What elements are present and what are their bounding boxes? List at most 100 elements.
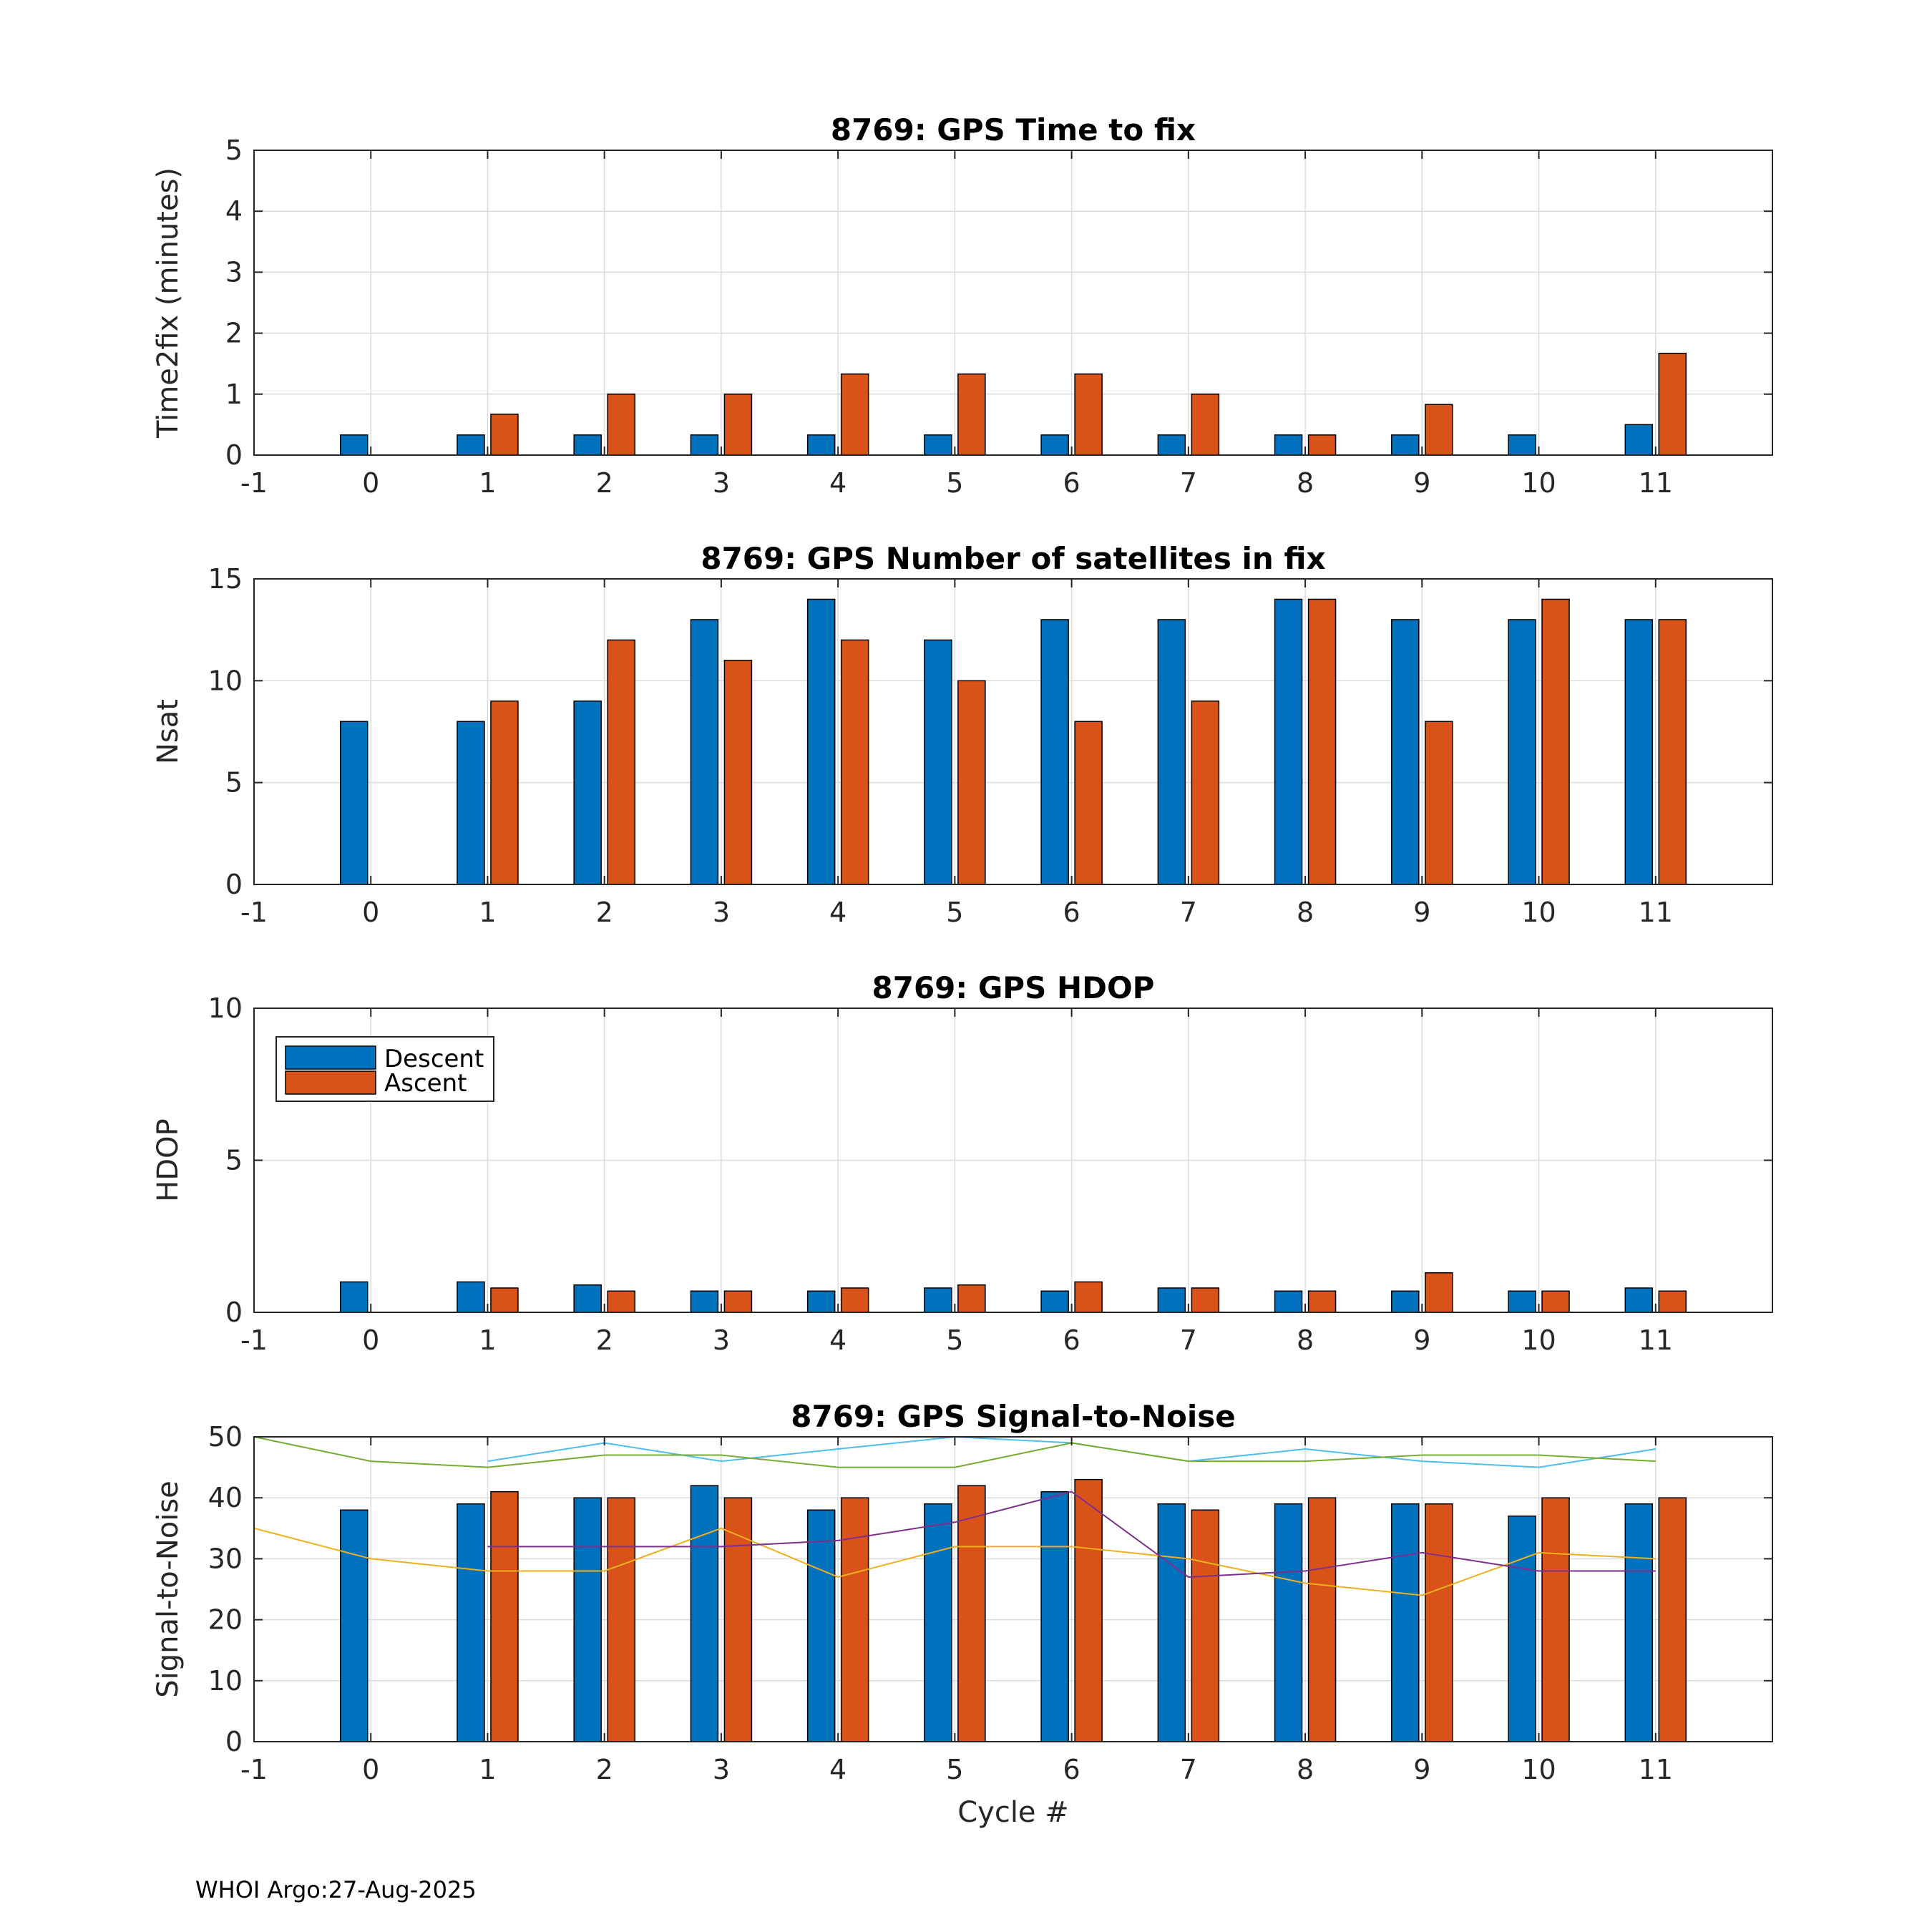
bar-descent-cycle-1 [457, 721, 485, 885]
bar-ascent-cycle-2 [607, 1497, 635, 1742]
x-tick-label: 9 [1413, 897, 1430, 928]
y-axis-label: Time2fix (minutes) [152, 167, 185, 439]
bar-ascent-cycle-4 [840, 639, 869, 885]
y-tick-label: 50 [208, 1421, 243, 1453]
x-tick-label: 10 [1521, 467, 1556, 499]
axes-frame [253, 578, 1773, 885]
x-tick-label: 5 [946, 467, 963, 499]
bar-ascent-cycle-9 [1425, 721, 1453, 885]
bar-descent-cycle-6 [1040, 619, 1069, 885]
y-tick-label: 10 [208, 665, 243, 696]
x-tick-label: 11 [1639, 1324, 1673, 1356]
y-tick-label: 0 [225, 1726, 243, 1757]
legend-label-ascent: Ascent [384, 1069, 467, 1098]
x-tick-label: -1 [240, 1754, 268, 1785]
bar-descent-cycle-2 [573, 701, 602, 885]
bar-ascent-cycle-8 [1307, 598, 1337, 885]
axes-frame [253, 1436, 1773, 1742]
footer-note: WHOI Argo:27-Aug-2025 [195, 1876, 477, 1903]
bar-descent-cycle-4 [806, 1290, 836, 1313]
bar-ascent-cycle-3 [723, 394, 753, 456]
x-tick-label: 7 [1180, 897, 1197, 928]
y-tick-label: 10 [208, 992, 243, 1024]
bar-descent-cycle-11 [1624, 1503, 1654, 1742]
bar-ascent-cycle-9 [1425, 1503, 1453, 1742]
bar-descent-cycle-10 [1508, 1516, 1536, 1742]
x-tick-label: 10 [1521, 897, 1556, 928]
bar-descent-cycle-2 [573, 1284, 602, 1313]
bar-descent-cycle-11 [1624, 619, 1654, 885]
y-tick-label: 4 [225, 195, 243, 227]
x-tick-label: 11 [1639, 1754, 1673, 1785]
bar-ascent-cycle-3 [723, 1497, 753, 1742]
x-tick-label: 6 [1063, 1754, 1080, 1785]
y-tick-label: 40 [208, 1482, 243, 1513]
bar-descent-cycle-0 [339, 1509, 369, 1742]
bar-ascent-cycle-2 [607, 1290, 635, 1313]
bar-descent-cycle-10 [1508, 619, 1536, 885]
y-tick-label: 2 [225, 318, 243, 349]
bar-ascent-cycle-5 [957, 1284, 986, 1313]
bar-descent-cycle-6 [1040, 434, 1069, 456]
bar-ascent-cycle-1 [490, 701, 519, 885]
x-tick-label: 1 [479, 1324, 496, 1356]
snr-line-4 [487, 1491, 1656, 1578]
x-tick-label: 3 [713, 467, 730, 499]
bar-ascent-cycle-5 [957, 1485, 986, 1742]
bar-ascent-cycle-4 [840, 1497, 869, 1742]
x-tick-label: 5 [946, 1754, 963, 1785]
x-tick-label: 9 [1413, 1754, 1430, 1785]
bar-descent-cycle-3 [690, 1485, 719, 1742]
x-tick-label: 6 [1063, 897, 1080, 928]
x-tick-label: 0 [362, 1754, 379, 1785]
bar-descent-cycle-0 [339, 1281, 369, 1313]
bar-descent-cycle-5 [924, 1287, 952, 1313]
snr-line-2 [253, 1436, 1656, 1468]
x-axis-label: Cycle # [957, 1796, 1069, 1829]
chart-title: 8769: GPS HDOP [872, 970, 1155, 1005]
bar-ascent-cycle-10 [1541, 598, 1570, 885]
bar-ascent-cycle-1 [490, 1287, 519, 1313]
bar-ascent-cycle-10 [1541, 1290, 1570, 1313]
y-tick-label: 0 [225, 869, 243, 900]
bar-ascent-cycle-7 [1191, 1287, 1220, 1313]
x-tick-label: -1 [240, 897, 268, 928]
y-tick-label: 0 [225, 439, 243, 471]
x-tick-label: 7 [1180, 1754, 1197, 1785]
bar-descent-cycle-5 [924, 434, 952, 456]
y-axis-label: Nsat [152, 699, 185, 764]
x-tick-label: 10 [1521, 1754, 1556, 1785]
x-tick-label: 5 [946, 1324, 963, 1356]
bar-ascent-cycle-2 [607, 394, 635, 456]
axes-frame [253, 150, 1773, 456]
bar-ascent-cycle-6 [1074, 721, 1103, 885]
bar-ascent-cycle-2 [607, 639, 635, 885]
x-tick-label: 11 [1639, 897, 1673, 928]
bar-ascent-cycle-1 [490, 414, 519, 456]
bar-descent-cycle-0 [339, 434, 369, 456]
bar-descent-cycle-11 [1624, 424, 1654, 456]
x-tick-label: 1 [479, 467, 496, 499]
x-tick-label: 4 [829, 897, 847, 928]
snr-line-3 [253, 1527, 1656, 1596]
x-tick-label: 5 [946, 897, 963, 928]
x-tick-label: -1 [240, 467, 268, 499]
bar-descent-cycle-9 [1391, 1290, 1420, 1313]
x-tick-label: 1 [479, 897, 496, 928]
bar-ascent-cycle-6 [1074, 1281, 1103, 1313]
y-tick-label: 3 [225, 256, 243, 288]
plot-area [254, 150, 1772, 455]
bar-descent-cycle-7 [1157, 1287, 1186, 1313]
bar-descent-cycle-4 [806, 1509, 836, 1742]
bar-descent-cycle-4 [806, 598, 836, 885]
chart-title: 8769: GPS Signal-to-Noise [791, 1399, 1235, 1434]
bar-descent-cycle-9 [1391, 1503, 1420, 1742]
x-tick-label: 7 [1180, 1324, 1197, 1356]
y-tick-label: 1 [225, 379, 243, 410]
bar-ascent-cycle-8 [1307, 1290, 1337, 1313]
x-tick-label: 10 [1521, 1324, 1556, 1356]
bar-ascent-cycle-3 [723, 1290, 753, 1313]
